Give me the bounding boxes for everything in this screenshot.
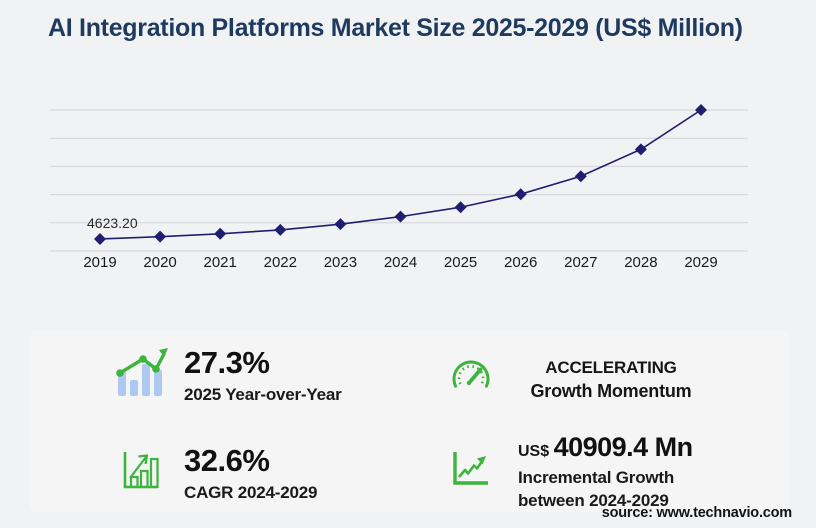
- svg-text:2021: 2021: [204, 254, 237, 271]
- yoy-label: 2025 Year-over-Year: [184, 385, 342, 404]
- svg-text:2020: 2020: [143, 254, 176, 271]
- page-title: AI Integration Platforms Market Size 202…: [48, 14, 743, 42]
- stat-cagr: 32.6% CAGR 2024-2029: [122, 444, 318, 504]
- market-size-line-chart: 2019 2020 2021 2022 2023 2024 2025 2026 2027 2028…: [0, 95, 816, 285]
- momentum-line2: Growth Momentum: [530, 381, 692, 401]
- incremental-currency-prefix: US$: [518, 443, 550, 460]
- svg-text:2023: 2023: [324, 254, 357, 271]
- incremental-label-line2: between 2024-2029: [518, 491, 669, 510]
- cagr-value: 32.6%: [184, 443, 270, 478]
- stat-momentum: ACCELERATING Growth Momentum: [448, 356, 706, 403]
- svg-text:4623.20: 4623.20: [87, 215, 138, 231]
- svg-text:2028: 2028: [624, 254, 657, 271]
- speedometer-icon: [448, 356, 494, 401]
- svg-text:2025: 2025: [444, 254, 477, 271]
- stats-panel: 27.3% 2025 Year-over-Year ACCELERATING G…: [30, 330, 790, 512]
- bar-line-growth-icon: [116, 346, 170, 403]
- bar-chart-growth-icon: [122, 450, 160, 495]
- yoy-value: 27.3%: [184, 345, 270, 380]
- line-chart-svg: 2019 2020 2021 2022 2023 2024 2025 2026 2027 2028…: [50, 104, 748, 271]
- svg-text:2027: 2027: [564, 254, 597, 271]
- cagr-label: CAGR 2024-2029: [184, 483, 318, 502]
- source-attribution: source: www.technavio.com: [601, 505, 792, 521]
- svg-text:2026: 2026: [504, 254, 537, 271]
- svg-text:2024: 2024: [384, 254, 417, 271]
- stat-yoy: 27.3% 2025 Year-over-Year: [116, 346, 342, 406]
- incremental-value: 40909.4 Mn: [553, 432, 694, 462]
- stat-incremental-growth: US$ 40909.4 Mn Incremental Growth betwee…: [452, 432, 693, 512]
- momentum-line1: ACCELERATING: [545, 358, 677, 377]
- svg-text:2029: 2029: [684, 254, 717, 271]
- svg-text:2019: 2019: [83, 254, 116, 271]
- svg-text:2022: 2022: [264, 254, 297, 271]
- incremental-label-line1: Incremental Growth: [518, 468, 675, 487]
- axis-growth-arrow-icon: [452, 450, 490, 491]
